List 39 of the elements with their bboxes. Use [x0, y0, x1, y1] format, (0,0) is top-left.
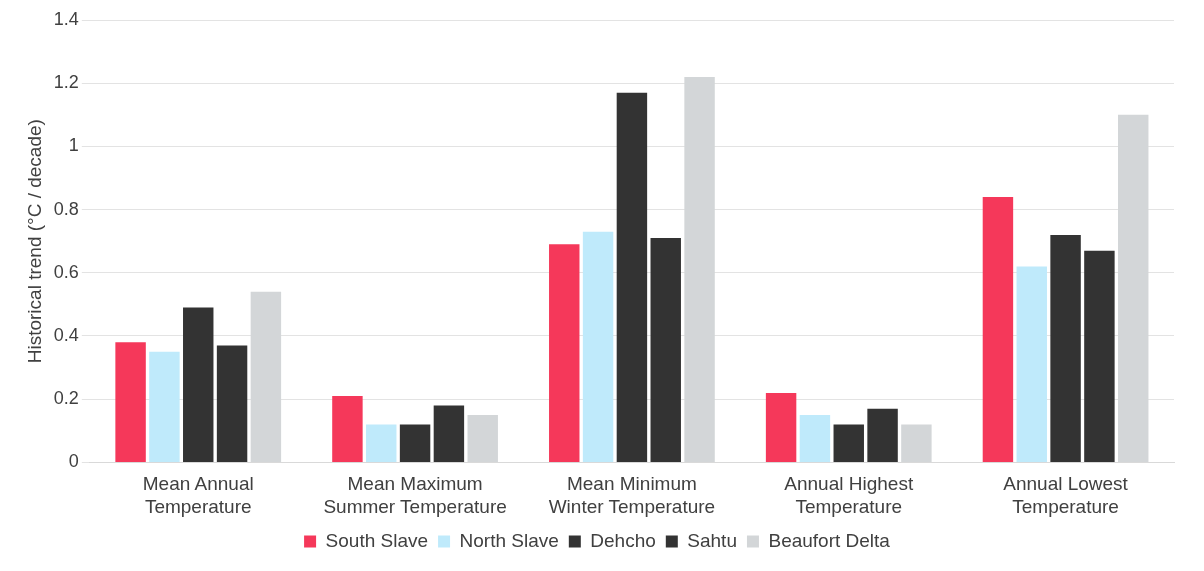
legend-label: Beaufort Delta	[768, 529, 891, 551]
x-tick-label: Mean Maximum Summer Temperature	[323, 473, 507, 517]
bar	[650, 238, 681, 462]
bar	[115, 342, 146, 462]
y-tick-label: 1	[68, 135, 79, 156]
bar	[1084, 250, 1115, 462]
bar	[366, 424, 397, 462]
bar	[1050, 234, 1081, 462]
y-tick-label: 0.6	[53, 261, 79, 282]
bar	[833, 424, 864, 462]
bar	[216, 345, 248, 462]
bar	[982, 196, 1014, 462]
x-tick-label: Mean Minimum Winter Temperature	[548, 473, 716, 517]
legend-label: Dehcho	[590, 529, 656, 551]
x-tick-label: Annual Highest Temperature	[784, 473, 914, 517]
bar	[582, 231, 614, 462]
y-tick-label: 0.4	[53, 324, 79, 345]
bar	[332, 396, 363, 462]
legend-label: North Slave	[459, 529, 559, 551]
y-tick-label: 0.2	[53, 388, 79, 409]
bar	[183, 307, 214, 462]
bar	[799, 415, 831, 462]
bar	[399, 424, 431, 462]
bar	[1016, 266, 1047, 462]
bar	[433, 405, 465, 462]
y-tick-label: 1.2	[53, 72, 79, 93]
bar	[867, 408, 898, 462]
x-tick-label: Mean Annual Temperature	[142, 473, 254, 517]
y-tick-label: 0.8	[53, 198, 79, 219]
bar	[765, 392, 797, 462]
bar	[549, 244, 580, 462]
bar	[149, 351, 180, 462]
y-tick-label: 0	[68, 451, 79, 472]
x-tick-label: Annual Lowest Temperature	[1003, 473, 1129, 517]
bar	[616, 92, 648, 462]
y-axis-title: Historical trend (°C / decade)	[23, 119, 45, 364]
y-tick-label: 1.4	[53, 8, 79, 29]
legend-label: South Slave	[325, 529, 429, 551]
legend-label: Sahtu	[687, 529, 737, 551]
